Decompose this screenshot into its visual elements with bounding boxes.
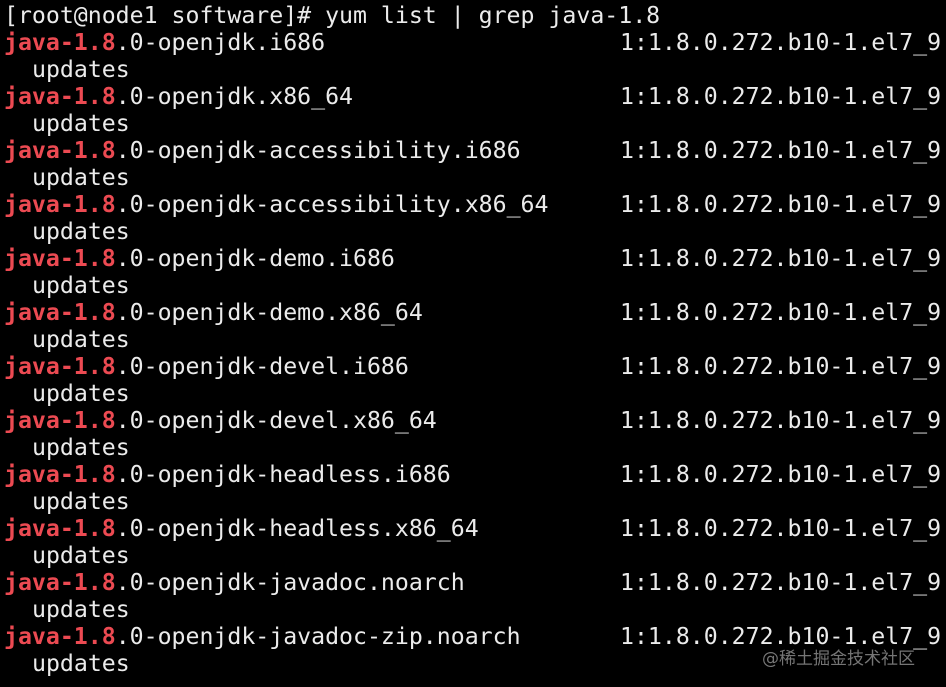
package-name-rest: .0-openjdk-javadoc-zip.noarch: [115, 623, 521, 650]
grep-match-highlight: java-1.8: [4, 407, 116, 434]
package-repo: updates: [32, 650, 130, 677]
package-row: java-1.8.0-openjdk-devel.x86_64 1:1.8.0.2…: [4, 407, 946, 434]
grep-match-highlight: java-1.8: [4, 191, 116, 218]
watermark: @稀土掘金技术社区: [762, 649, 915, 669]
package-repo: updates: [32, 164, 130, 191]
grep-match-highlight: java-1.8: [4, 299, 116, 326]
package-name-rest: .0-openjdk-devel.i686: [115, 353, 409, 380]
package-repo: updates: [32, 218, 130, 245]
package-row: java-1.8.0-openjdk-javadoc.noarch 1:1.8.0…: [4, 569, 946, 596]
package-version: 1:1.8.0.272.b10-1.el7_9: [620, 137, 942, 164]
grep-match-highlight: java-1.8: [4, 245, 116, 272]
package-name-rest: .0-openjdk-headless.i686: [115, 461, 451, 488]
package-name-rest: .0-openjdk-headless.x86_64: [115, 515, 479, 542]
package-repo: updates: [32, 56, 130, 83]
package-row: java-1.8.0-openjdk-demo.x86_64 1:1.8.0.27…: [4, 299, 946, 326]
package-version: 1:1.8.0.272.b10-1.el7_9: [620, 407, 942, 434]
package-name-rest: .0-openjdk-accessibility.i686: [115, 137, 521, 164]
grep-match-highlight: java-1.8: [4, 515, 116, 542]
package-row: java-1.8.0-openjdk-headless.i686 1:1.8.0.…: [4, 461, 946, 488]
grep-match-highlight: java-1.8: [4, 569, 116, 596]
package-version: 1:1.8.0.272.b10-1.el7_9: [620, 191, 942, 218]
command-prompt-line: [root@node1 software]# yum list | grep j…: [4, 2, 661, 29]
package-version: 1:1.8.0.272.b10-1.el7_9: [620, 461, 942, 488]
package-version: 1:1.8.0.272.b10-1.el7_9: [620, 569, 942, 596]
package-name-rest: .0-openjdk-devel.x86_64: [115, 407, 437, 434]
package-repo: updates: [32, 488, 130, 515]
package-row: java-1.8.0-openjdk-headless.x86_64 1:1.8.…: [4, 515, 946, 542]
package-version: 1:1.8.0.272.b10-1.el7_9: [620, 623, 942, 650]
package-row: java-1.8.0-openjdk-demo.i686 1:1.8.0.272.…: [4, 245, 946, 272]
package-repo: updates: [32, 110, 130, 137]
package-name-rest: .0-openjdk-demo.i686: [115, 245, 395, 272]
package-repo: updates: [32, 596, 130, 623]
package-row: java-1.8.0-openjdk-devel.i686 1:1.8.0.272…: [4, 353, 946, 380]
package-repo: updates: [32, 272, 130, 299]
grep-match-highlight: java-1.8: [4, 137, 116, 164]
package-repo: updates: [32, 434, 130, 461]
grep-match-highlight: java-1.8: [4, 623, 116, 650]
grep-match-highlight: java-1.8: [4, 353, 116, 380]
package-version: 1:1.8.0.272.b10-1.el7_9: [620, 299, 942, 326]
package-row: java-1.8.0-openjdk-accessibility.i686 1:1…: [4, 137, 946, 164]
package-version: 1:1.8.0.272.b10-1.el7_9: [620, 245, 942, 272]
package-row: java-1.8.0-openjdk-javadoc-zip.noarch 1:1…: [4, 623, 946, 650]
package-name-rest: .0-openjdk-demo.x86_64: [115, 299, 423, 326]
package-repo: updates: [32, 542, 130, 569]
package-version: 1:1.8.0.272.b10-1.el7_9: [620, 353, 942, 380]
package-version: 1:1.8.0.272.b10-1.el7_9: [620, 515, 942, 542]
package-name-rest: .0-openjdk.x86_64: [115, 83, 354, 110]
package-repo: updates: [32, 326, 130, 353]
grep-match-highlight: java-1.8: [4, 83, 116, 110]
package-repo: updates: [32, 380, 130, 407]
package-row: java-1.8.0-openjdk.i686 1:1.8.0.272.b10-1…: [4, 29, 946, 56]
grep-match-highlight: java-1.8: [4, 29, 116, 56]
package-version: 1:1.8.0.272.b10-1.el7_9: [620, 29, 942, 56]
package-name-rest: .0-openjdk-javadoc.noarch: [115, 569, 465, 596]
package-version: 1:1.8.0.272.b10-1.el7_9: [620, 83, 942, 110]
terminal-output: [root@node1 software]# yum list | grep j…: [4, 2, 946, 677]
grep-match-highlight: java-1.8: [4, 461, 116, 488]
package-name-rest: .0-openjdk-accessibility.x86_64: [115, 191, 549, 218]
package-name-rest: .0-openjdk.i686: [115, 29, 326, 56]
package-row: java-1.8.0-openjdk.x86_64 1:1.8.0.272.b10…: [4, 83, 946, 110]
package-row: java-1.8.0-openjdk-accessibility.x86_64 1…: [4, 191, 946, 218]
